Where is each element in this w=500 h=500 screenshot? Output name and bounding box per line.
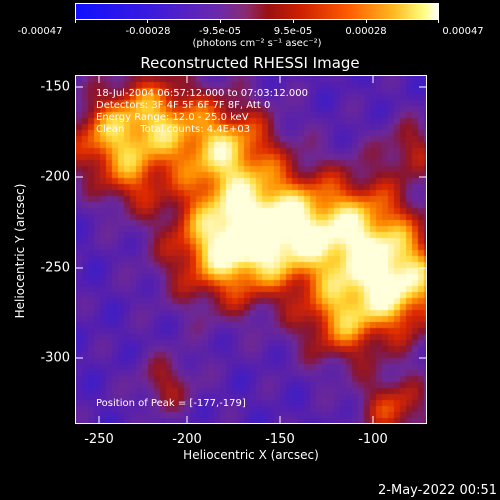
colorbar-tick xyxy=(438,19,439,23)
colorbar-tick-label: -0.00028 xyxy=(125,26,171,37)
colorbar-tick-label: 0.00028 xyxy=(345,26,387,37)
x-tick-label: -150 xyxy=(265,432,295,447)
y-tick-label: -150 xyxy=(40,79,70,95)
colorbar-tick xyxy=(293,19,294,23)
y-tick-label: -250 xyxy=(40,260,70,276)
colorbar-tick xyxy=(147,19,148,23)
colorbar-tick-label: -0.00047 xyxy=(17,26,63,37)
detectors-label: Detectors: 3F 4F 5F 6F 7F 8F, Att 0 xyxy=(96,100,271,111)
y-axis-label: Heliocentric Y (arcsec) xyxy=(13,183,27,319)
y-tick-label: -300 xyxy=(40,350,70,366)
x-tick-label: -250 xyxy=(84,432,114,447)
x-tick-label: -200 xyxy=(172,432,202,447)
plot-timestamp: 2-May-2022 00:51 xyxy=(378,483,497,498)
y-tick-label: -200 xyxy=(40,169,70,185)
x-axis-label: Heliocentric X (arcsec) xyxy=(183,448,319,462)
image-plot-area: 18-Jul-2004 06:57:12.000 to 07:03:12.000… xyxy=(75,75,427,424)
time-range-label: 18-Jul-2004 06:57:12.000 to 07:03:12.000 xyxy=(96,88,308,99)
colorbar-tick-label: 0.00047 xyxy=(442,26,484,37)
peak-position-label: Position of Peak = [-177,-179] xyxy=(96,398,246,409)
rhessi-image-heatmap xyxy=(76,76,426,423)
plot-title: Reconstructed RHESSI Image xyxy=(140,54,360,72)
colorbar-tick xyxy=(75,19,76,23)
x-tick-label: -100 xyxy=(358,432,388,447)
colorbar-tick xyxy=(366,19,367,23)
colorbar-tick-label: 9.5e-05 xyxy=(273,26,313,37)
colorbar-tick xyxy=(220,19,221,23)
colorbar xyxy=(75,3,439,20)
colorbar-unit: (photons cm⁻² s⁻¹ asec⁻²) xyxy=(192,38,322,49)
colorbar-tick-label: -9.5e-05 xyxy=(199,26,241,37)
clean-counts-label: Clean Total counts: 4.4E+03 xyxy=(96,124,251,135)
energy-range-label: Energy Range: 12.0 - 25.0 keV xyxy=(96,112,249,123)
